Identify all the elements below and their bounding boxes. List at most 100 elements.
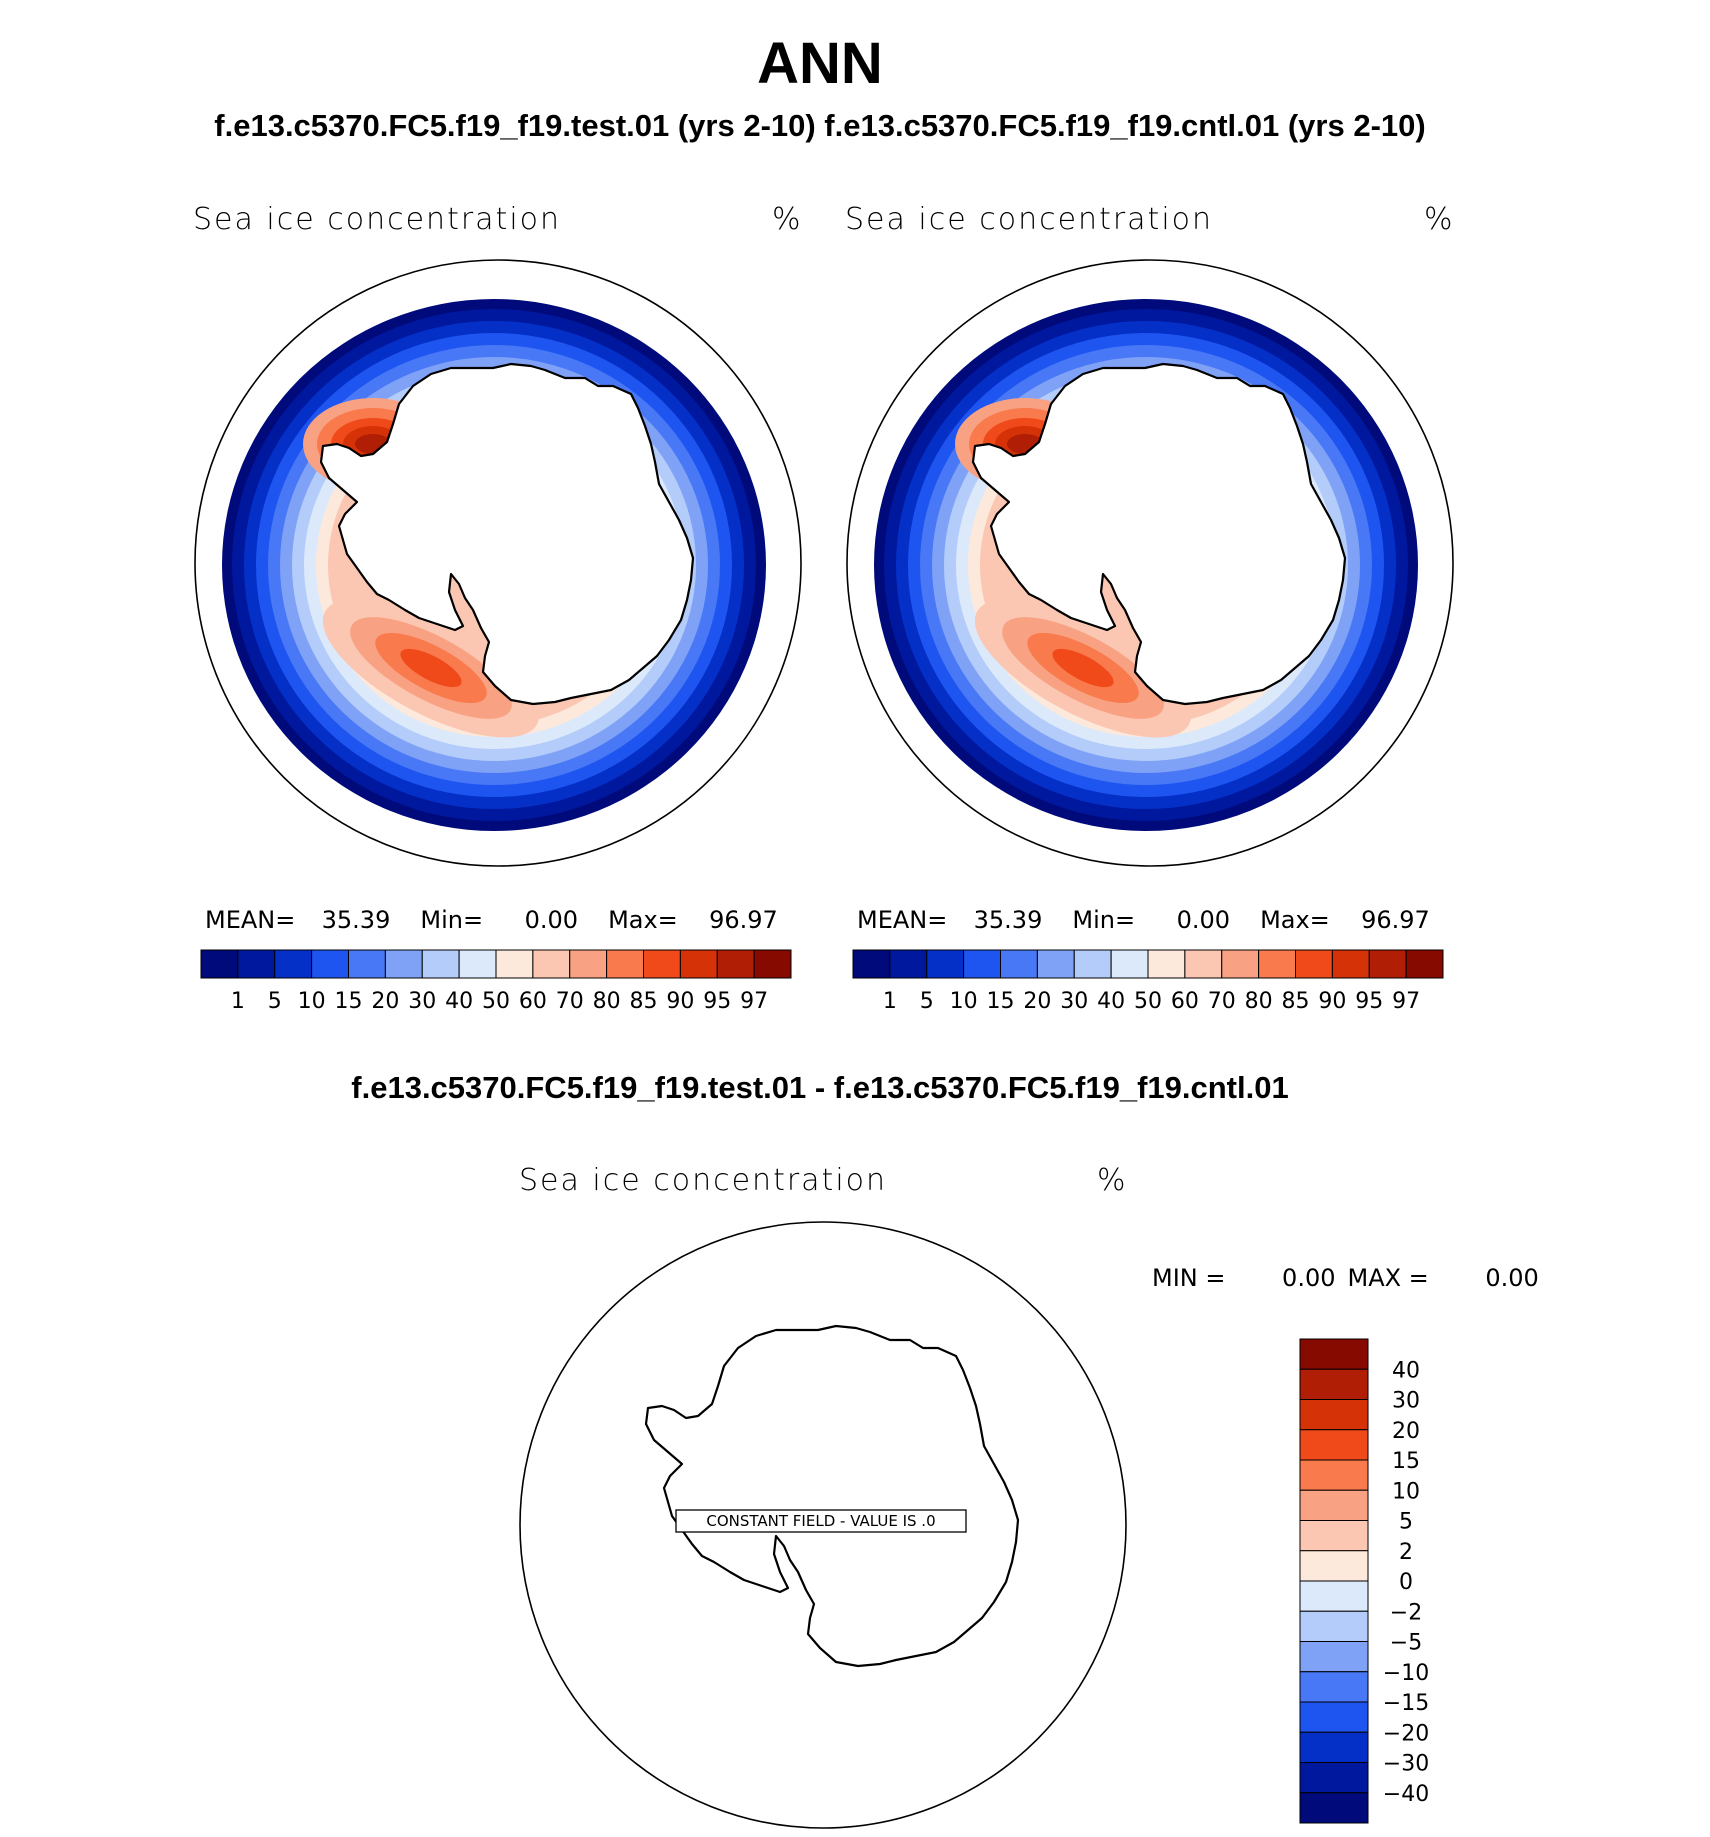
colorbar-swatch bbox=[1299, 1550, 1369, 1582]
colorbar-tick-label: 1 bbox=[883, 989, 897, 1014]
colorbar-tick-label: 30 bbox=[408, 989, 436, 1014]
colorbar-tick-label: 90 bbox=[666, 989, 694, 1014]
max-label: Max= bbox=[1260, 906, 1330, 934]
diff-max-value: 0.00 bbox=[1485, 1264, 1539, 1292]
antarctica-coastline bbox=[319, 362, 695, 706]
colorbar-tick-label: 97 bbox=[1392, 989, 1420, 1014]
min-value: 0.00 bbox=[524, 906, 579, 934]
diff-max-label: MAX = bbox=[1347, 1264, 1429, 1292]
colorbar-swatch bbox=[1299, 1520, 1369, 1552]
colorbar-tick-label: 60 bbox=[1171, 989, 1199, 1014]
ross-patch-3 bbox=[400, 648, 462, 688]
colorbar-tick-label: −30 bbox=[1383, 1752, 1429, 1777]
colorbar-swatch bbox=[1331, 949, 1370, 979]
colorbar-tick-label: 20 bbox=[1392, 1419, 1420, 1444]
colorbar-test: 1 5 10 15 20 30 40 50 60 70 80 85 90 95 97 bbox=[200, 949, 792, 1014]
map-test-polar bbox=[194, 259, 802, 867]
panel-test-stats: MEAN= 35.39 Min= 0.00 Max= 96.97 bbox=[205, 906, 778, 934]
colorbar-swatch bbox=[1299, 1580, 1369, 1612]
colorbar-swatch bbox=[679, 949, 718, 979]
colorbar-tick-label: 50 bbox=[482, 989, 510, 1014]
colorbar-tick-label: −10 bbox=[1383, 1661, 1429, 1686]
panel-cntl-variable: Sea ice concentration bbox=[845, 202, 1214, 237]
colorbar-swatch bbox=[1299, 1429, 1369, 1461]
colorbar-tick-label: 40 bbox=[1392, 1358, 1420, 1383]
colorbar-swatch bbox=[1299, 1368, 1369, 1400]
colorbar-tick-label: 85 bbox=[1282, 989, 1310, 1014]
colorbar-tick-label: 10 bbox=[1392, 1479, 1420, 1504]
colorbar-swatch bbox=[889, 949, 928, 979]
min-label: Min= bbox=[1072, 906, 1136, 934]
ross-patch-3 bbox=[1052, 648, 1114, 688]
map-diff-polar: CONSTANT FIELD - VALUE IS .0 bbox=[519, 1221, 1127, 1829]
colorbar-tick-label: 5 bbox=[1399, 1510, 1413, 1535]
colorbar-swatch bbox=[1405, 949, 1444, 979]
colorbar-swatch bbox=[753, 949, 792, 979]
colorbar-swatch bbox=[852, 949, 891, 979]
panel-cntl-units: % bbox=[1424, 202, 1455, 237]
colorbar-swatch bbox=[1299, 1671, 1369, 1703]
colorbar-swatch bbox=[1299, 1399, 1369, 1431]
colorbar-tick-label: 40 bbox=[445, 989, 473, 1014]
colorbar-cntl: 1 5 10 15 20 30 40 50 60 70 80 85 90 95 97 bbox=[852, 949, 1444, 1014]
map-boundary bbox=[519, 1221, 1127, 1829]
max-value: 96.97 bbox=[1361, 906, 1430, 934]
colorbar-swatch bbox=[716, 949, 755, 979]
colorbar-swatch bbox=[1299, 1701, 1369, 1733]
colorbar-tick-label: 5 bbox=[268, 989, 282, 1014]
colorbar-swatch bbox=[643, 949, 681, 979]
colorbar-swatch bbox=[1184, 949, 1223, 979]
constant-field-text: CONSTANT FIELD - VALUE IS .0 bbox=[706, 1512, 935, 1530]
colorbar-tick-label: 60 bbox=[519, 989, 547, 1014]
colorbar-tick-label: 70 bbox=[1208, 989, 1236, 1014]
colorbar-swatch bbox=[274, 949, 313, 979]
colorbar-tick-label: 10 bbox=[298, 989, 326, 1014]
map-boundary bbox=[846, 259, 1454, 867]
colorbar-swatch bbox=[532, 949, 571, 979]
colorbar-tick-label: −2 bbox=[1390, 1600, 1422, 1625]
colorbar-tick-label: 80 bbox=[1245, 989, 1273, 1014]
colorbar-swatch bbox=[1299, 1338, 1369, 1370]
colorbar-swatch bbox=[1299, 1641, 1369, 1673]
figure-subtitle: f.e13.c5370.FC5.f19_f19.test.01 (yrs 2-1… bbox=[214, 108, 1426, 143]
panel-cntl-stats: MEAN= 35.39 Min= 0.00 Max= 96.97 bbox=[857, 906, 1430, 934]
map-cntl-polar bbox=[846, 259, 1454, 867]
figure-title: ANN bbox=[757, 31, 883, 96]
mean-label: MEAN= bbox=[205, 906, 296, 934]
colorbar-swatch bbox=[1258, 949, 1296, 979]
colorbar-tick-label: 70 bbox=[556, 989, 584, 1014]
diff-variable: Sea ice concentration bbox=[519, 1163, 888, 1198]
colorbar-swatch bbox=[1036, 949, 1075, 979]
colorbar-swatch bbox=[1299, 1610, 1369, 1642]
colorbar-swatch bbox=[421, 949, 460, 979]
colorbar-swatch bbox=[1073, 949, 1112, 979]
colorbar-swatch bbox=[926, 949, 965, 979]
colorbar-swatch bbox=[311, 949, 349, 979]
diff-min-value: 0.00 bbox=[1282, 1264, 1336, 1292]
max-label: Max= bbox=[608, 906, 678, 934]
colorbar-tick-label: 90 bbox=[1318, 989, 1346, 1014]
mean-value: 35.39 bbox=[973, 906, 1043, 934]
diff-min-label: MIN = bbox=[1152, 1264, 1226, 1292]
colorbar-tick-label: 15 bbox=[335, 989, 363, 1014]
colorbar-swatch bbox=[495, 949, 534, 979]
colorbar-swatch bbox=[1221, 949, 1260, 979]
colorbar-tick-label: 10 bbox=[950, 989, 978, 1014]
colorbar-swatch bbox=[384, 949, 423, 979]
colorbar-swatch bbox=[348, 949, 386, 979]
colorbar-swatch bbox=[606, 949, 644, 979]
colorbar-tick-label: −40 bbox=[1383, 1782, 1429, 1807]
colorbar-tick-label: −5 bbox=[1390, 1631, 1422, 1656]
colorbar-tick-label: 80 bbox=[593, 989, 621, 1014]
max-value: 96.97 bbox=[709, 906, 778, 934]
colorbar-swatch bbox=[458, 949, 497, 979]
colorbar-tick-label: 5 bbox=[920, 989, 934, 1014]
colorbar-swatch bbox=[1299, 1489, 1369, 1521]
colorbar-tick-label: 20 bbox=[1023, 989, 1051, 1014]
colorbar-tick-label: 95 bbox=[1355, 989, 1383, 1014]
colorbar-swatch bbox=[1299, 1731, 1369, 1763]
panel-test-variable: Sea ice concentration bbox=[193, 202, 562, 237]
constant-field-box bbox=[675, 1509, 967, 1533]
colorbar-tick-label: 40 bbox=[1097, 989, 1125, 1014]
